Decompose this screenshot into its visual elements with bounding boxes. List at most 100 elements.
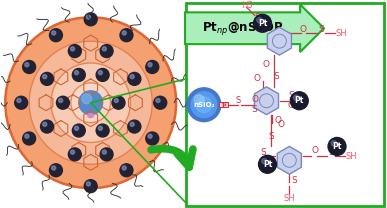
Circle shape: [96, 68, 109, 81]
Circle shape: [74, 126, 79, 130]
Circle shape: [128, 72, 141, 85]
Circle shape: [86, 182, 91, 186]
Text: S: S: [255, 13, 260, 22]
Text: SH: SH: [345, 152, 357, 161]
Circle shape: [120, 164, 133, 177]
Circle shape: [194, 95, 204, 105]
Text: S: S: [252, 105, 257, 114]
Circle shape: [25, 134, 29, 138]
Circle shape: [68, 148, 81, 161]
Circle shape: [100, 148, 113, 161]
Circle shape: [82, 94, 92, 104]
Circle shape: [259, 155, 276, 173]
Circle shape: [98, 126, 103, 130]
Circle shape: [102, 150, 106, 154]
Circle shape: [51, 166, 56, 170]
Circle shape: [96, 124, 109, 137]
Circle shape: [15, 96, 27, 109]
Circle shape: [253, 14, 271, 32]
Circle shape: [257, 17, 262, 23]
Circle shape: [187, 88, 221, 122]
Circle shape: [328, 137, 346, 155]
Circle shape: [72, 124, 85, 137]
Circle shape: [122, 166, 126, 170]
Circle shape: [130, 74, 134, 79]
Circle shape: [71, 83, 111, 123]
Text: Pt$_{np}$@nSTDP: Pt$_{np}$@nSTDP: [202, 20, 283, 37]
FancyBboxPatch shape: [185, 4, 324, 52]
Circle shape: [154, 96, 167, 109]
Circle shape: [29, 41, 152, 164]
Circle shape: [130, 122, 134, 126]
Circle shape: [262, 158, 267, 164]
Text: S: S: [291, 176, 297, 185]
Circle shape: [191, 92, 217, 118]
Text: S: S: [235, 96, 240, 105]
Circle shape: [79, 91, 103, 115]
Circle shape: [58, 98, 63, 103]
Circle shape: [114, 98, 118, 103]
Text: S: S: [328, 148, 334, 157]
FancyBboxPatch shape: [219, 102, 224, 107]
Circle shape: [43, 74, 47, 79]
Text: SH: SH: [335, 29, 347, 38]
FancyBboxPatch shape: [186, 3, 384, 206]
Circle shape: [70, 150, 75, 154]
Text: Pt: Pt: [258, 19, 267, 28]
Circle shape: [43, 122, 47, 126]
Text: O: O: [288, 101, 295, 110]
Circle shape: [98, 71, 103, 75]
Circle shape: [128, 120, 141, 133]
Circle shape: [196, 97, 212, 113]
Circle shape: [57, 96, 69, 109]
Text: O: O: [253, 74, 260, 83]
Text: O: O: [263, 61, 270, 69]
Circle shape: [146, 132, 159, 145]
Circle shape: [25, 63, 29, 67]
Text: Pt: Pt: [332, 142, 342, 151]
Circle shape: [23, 61, 36, 73]
Text: S: S: [274, 72, 279, 81]
Text: Si: Si: [222, 102, 228, 107]
Circle shape: [148, 63, 152, 67]
Circle shape: [100, 45, 113, 58]
Text: O: O: [251, 95, 258, 104]
Text: nSiO₂: nSiO₂: [193, 102, 215, 108]
Circle shape: [331, 141, 337, 146]
Circle shape: [86, 15, 91, 19]
Circle shape: [17, 98, 21, 103]
Circle shape: [68, 45, 81, 58]
Circle shape: [74, 71, 79, 75]
Circle shape: [293, 95, 299, 100]
Circle shape: [70, 47, 75, 51]
Circle shape: [41, 120, 53, 133]
Circle shape: [23, 132, 36, 145]
Circle shape: [290, 92, 308, 110]
Ellipse shape: [88, 114, 94, 118]
Text: S: S: [269, 132, 274, 141]
Circle shape: [51, 63, 130, 142]
Text: O: O: [312, 146, 319, 155]
Circle shape: [5, 17, 176, 188]
Text: HS: HS: [241, 1, 252, 10]
Circle shape: [50, 29, 62, 42]
Polygon shape: [267, 27, 291, 55]
Circle shape: [72, 68, 85, 81]
Text: SH: SH: [284, 194, 295, 203]
Circle shape: [120, 29, 133, 42]
Circle shape: [102, 47, 106, 51]
Text: S: S: [318, 25, 324, 34]
Circle shape: [51, 31, 56, 35]
Text: S: S: [288, 91, 294, 100]
Circle shape: [122, 31, 126, 35]
Circle shape: [41, 72, 53, 85]
Text: O: O: [278, 120, 285, 129]
Circle shape: [84, 180, 97, 193]
Circle shape: [148, 134, 152, 138]
Polygon shape: [255, 87, 279, 115]
Circle shape: [50, 164, 62, 177]
Circle shape: [112, 96, 125, 109]
Text: O: O: [300, 25, 307, 34]
Circle shape: [156, 98, 160, 103]
Circle shape: [84, 13, 97, 26]
